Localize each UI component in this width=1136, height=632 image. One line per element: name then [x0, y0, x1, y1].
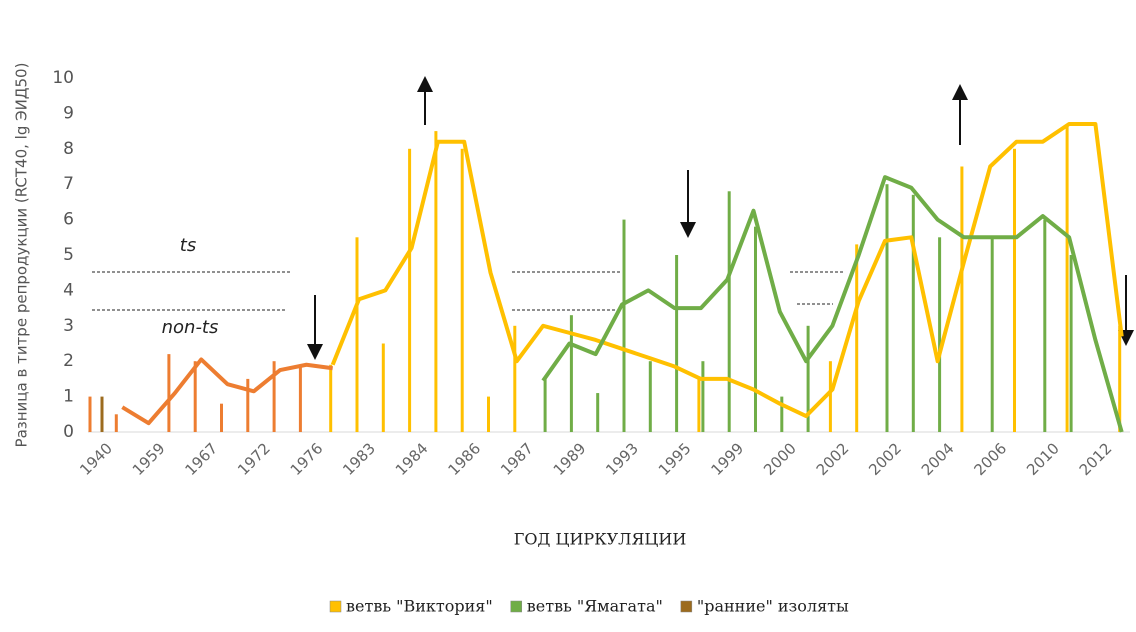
bar: [828, 361, 832, 432]
x-tick-label: 2004: [918, 439, 958, 479]
bar: [246, 378, 250, 432]
legend-label: "ранние" изоляты: [697, 597, 849, 616]
bar: [596, 393, 600, 432]
arrows: [307, 76, 1134, 360]
x-tick-label: 1999: [707, 439, 747, 479]
x-tick-label: 1995: [655, 439, 695, 479]
bar: [1118, 325, 1122, 432]
x-axis-label: ГОД ЦИРКУЛЯЦИИ: [514, 530, 687, 549]
x-tick-label: 1989: [550, 439, 590, 479]
x-tick-label: 1987: [497, 439, 537, 479]
bar: [960, 166, 964, 432]
bar: [381, 343, 385, 432]
bar: [648, 361, 652, 432]
bar: [754, 226, 757, 432]
x-tick-label: 1976: [287, 439, 327, 479]
bar: [806, 325, 810, 432]
line: [330, 122, 1124, 419]
x-tick-label: 2012: [1076, 439, 1116, 479]
x-tick-label: 2002: [813, 439, 853, 479]
x-tick-label: 1972: [234, 439, 274, 479]
dashed-lines: [92, 271, 845, 311]
bar: [114, 414, 118, 432]
x-tick-label: 1959: [129, 439, 169, 479]
y-tick-label: 10: [52, 68, 74, 88]
bar: [543, 378, 547, 432]
legend-swatch: [680, 600, 693, 613]
bar: [434, 131, 438, 432]
legend-swatch: [510, 600, 523, 613]
line: [541, 175, 1124, 433]
x-tick-label: 1986: [444, 439, 484, 479]
bar: [697, 378, 701, 432]
bar: [1069, 255, 1073, 432]
x-tick-label: 2000: [760, 439, 800, 479]
y-tick-label: 8: [63, 139, 74, 159]
x-tick-label: 1967: [181, 439, 221, 479]
y-tick-label: 0: [63, 422, 74, 442]
x-tick-label: 1993: [602, 439, 642, 479]
bar: [990, 237, 994, 432]
bar: [298, 364, 302, 432]
y-tick-label: 1: [63, 387, 74, 407]
x-tick-label: 2010: [1023, 439, 1063, 479]
x-tick-label: 1984: [392, 439, 432, 479]
bar: [167, 354, 171, 432]
y-tick-label: 9: [63, 103, 74, 123]
y-tick-label: 6: [63, 210, 74, 230]
x-tick-label: 2002: [865, 439, 905, 479]
bar: [272, 361, 276, 432]
bar: [622, 219, 626, 432]
annotation: ts: [180, 235, 196, 256]
bar: [701, 361, 705, 432]
bar: [460, 148, 464, 433]
bar: [355, 237, 359, 432]
bar: [727, 191, 731, 432]
y-tick-label: 3: [63, 316, 74, 336]
bar: [855, 244, 859, 432]
y-axis-label: Разница в титре репродукции (RCT40, lg Э…: [13, 63, 31, 448]
bar: [911, 194, 915, 432]
bar: [513, 325, 517, 432]
bar: [885, 184, 889, 432]
legend-label: ветвь "Виктория": [346, 597, 493, 616]
bar: [1013, 148, 1016, 433]
y-tick-label: 4: [63, 280, 74, 300]
bar: [487, 396, 490, 432]
bar: [938, 237, 942, 432]
legend-swatch: [329, 600, 342, 613]
bar: [220, 403, 223, 432]
y-tick-label: 7: [63, 174, 74, 194]
bar: [408, 148, 412, 433]
annotation: non-ts: [162, 317, 219, 338]
bar: [1043, 219, 1047, 432]
bar: [88, 396, 92, 432]
bar: [100, 396, 104, 432]
x-tick-label: 1940: [76, 439, 116, 479]
bar: [193, 361, 197, 432]
bar: [780, 396, 784, 432]
y-tick-label: 2: [63, 351, 74, 371]
bar: [1065, 124, 1069, 433]
bar: [675, 255, 679, 432]
x-tick-label: 2006: [970, 439, 1010, 479]
bar: [569, 315, 573, 432]
line: [121, 357, 333, 426]
y-tick-label: 5: [63, 245, 74, 265]
x-tick-label: 1983: [339, 439, 379, 479]
bar: [329, 364, 333, 432]
legend-label: ветвь "Ямагата": [527, 597, 663, 616]
